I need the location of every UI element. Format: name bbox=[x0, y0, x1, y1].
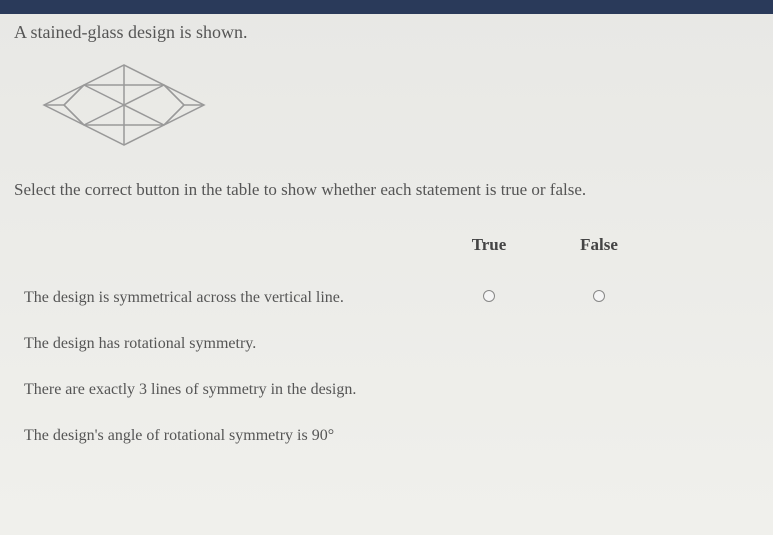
page-title: A stained-glass design is shown. bbox=[14, 22, 759, 43]
radio-button-true[interactable] bbox=[483, 290, 495, 302]
false-column-header: False bbox=[544, 235, 654, 255]
false-radio-cell bbox=[544, 289, 654, 307]
true-column-header: True bbox=[434, 235, 544, 255]
instruction-text: Select the correct button in the table t… bbox=[14, 180, 759, 200]
table-row: The design has rotational symmetry. bbox=[14, 321, 759, 367]
table-header-row: True False bbox=[14, 225, 759, 275]
statement-text: The design has rotational symmetry. bbox=[14, 335, 434, 353]
true-radio-cell bbox=[434, 289, 544, 307]
statement-text: The design is symmetrical across the ver… bbox=[14, 289, 434, 307]
page-content: A stained-glass design is shown. Select … bbox=[0, 14, 773, 467]
table-row: There are exactly 3 lines of symmetry in… bbox=[14, 367, 759, 413]
stained-glass-diagram bbox=[34, 55, 759, 160]
radio-button-false[interactable] bbox=[593, 290, 605, 302]
table-row: The design is symmetrical across the ver… bbox=[14, 275, 759, 321]
statement-text: The design's angle of rotational symmetr… bbox=[14, 427, 434, 445]
table-row: The design's angle of rotational symmetr… bbox=[14, 413, 759, 459]
statement-text: There are exactly 3 lines of symmetry in… bbox=[14, 381, 434, 399]
answer-table: True False The design is symmetrical acr… bbox=[14, 225, 759, 459]
browser-top-bar bbox=[0, 0, 773, 14]
